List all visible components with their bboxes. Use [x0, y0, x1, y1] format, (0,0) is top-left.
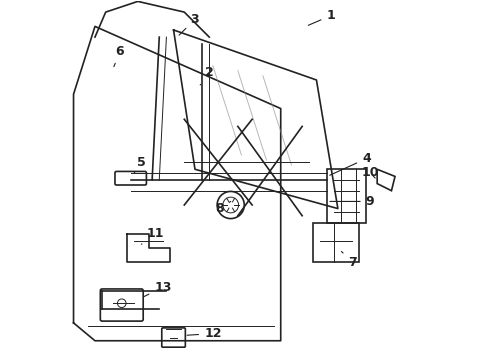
Text: 13: 13	[144, 281, 172, 297]
Text: 5: 5	[134, 156, 146, 173]
Text: 6: 6	[114, 45, 124, 67]
Text: 1: 1	[308, 9, 335, 25]
Text: 4: 4	[330, 152, 371, 175]
Text: 9: 9	[330, 195, 374, 208]
Text: 11: 11	[142, 227, 165, 244]
Text: 8: 8	[216, 202, 231, 215]
Text: 3: 3	[179, 13, 199, 35]
Text: 12: 12	[187, 327, 221, 340]
Text: 2: 2	[200, 66, 214, 85]
Bar	[313, 223, 359, 262]
Text: 10: 10	[361, 166, 379, 179]
Text: 7: 7	[342, 251, 357, 269]
